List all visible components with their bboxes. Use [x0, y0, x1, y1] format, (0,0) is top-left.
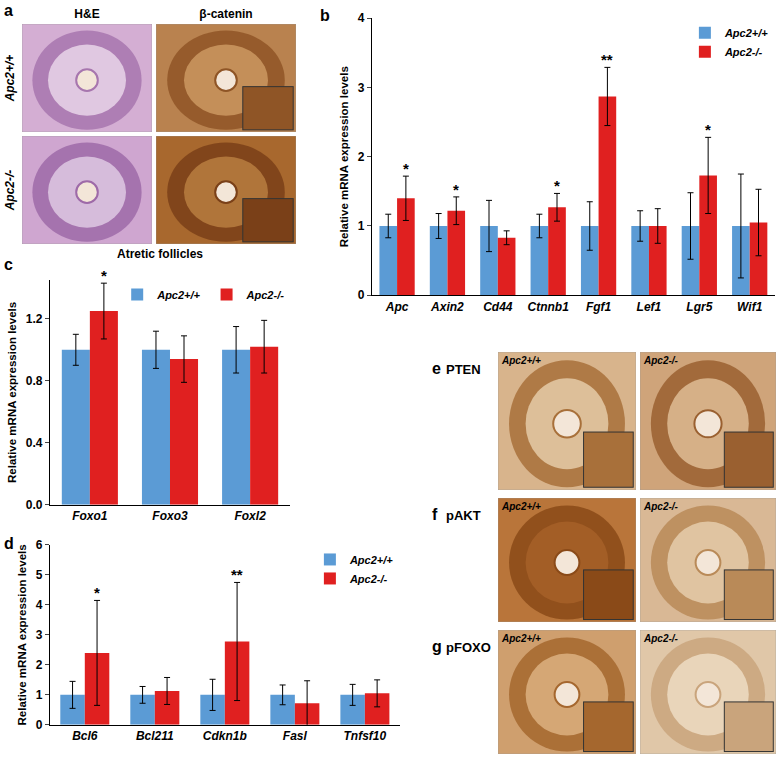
svg-text:Apc2+/+: Apc2+/+	[501, 355, 541, 366]
svg-text:Relative mRNA expression level: Relative mRNA expression levels	[16, 544, 28, 725]
svg-text:Apc2-/-: Apc2-/-	[349, 573, 388, 585]
svg-text:**: **	[601, 51, 613, 68]
svg-text:Bcl211: Bcl211	[136, 729, 174, 743]
svg-text:Atretic follicles: Atretic follicles	[117, 247, 203, 261]
svg-text:b: b	[320, 7, 330, 24]
svg-text:4: 4	[358, 11, 365, 25]
svg-text:PTEN: PTEN	[446, 362, 481, 377]
svg-text:2: 2	[358, 150, 365, 164]
svg-text:Lgr5: Lgr5	[686, 300, 712, 314]
svg-text:pFOXO: pFOXO	[446, 640, 491, 655]
svg-text:d: d	[4, 535, 14, 552]
svg-text:Apc2-/-: Apc2-/-	[724, 46, 763, 58]
svg-text:Foxo1: Foxo1	[72, 509, 108, 523]
svg-text:1.2: 1.2	[26, 312, 43, 326]
svg-text:5: 5	[36, 568, 43, 582]
svg-text:0: 0	[36, 718, 43, 732]
svg-text:2: 2	[36, 658, 43, 672]
svg-text:Ctnnb1: Ctnnb1	[528, 300, 570, 314]
svg-text:β-catenin: β-catenin	[199, 7, 252, 21]
svg-text:1: 1	[36, 688, 43, 702]
svg-text:Axin2: Axin2	[430, 300, 464, 314]
svg-text:0.8: 0.8	[26, 374, 43, 388]
svg-text:Foxo3: Foxo3	[152, 509, 188, 523]
svg-text:Apc2+/+: Apc2+/+	[501, 633, 541, 644]
svg-text:a: a	[4, 2, 13, 19]
svg-text:Lef1: Lef1	[637, 300, 662, 314]
svg-text:Apc2+/+: Apc2+/+	[156, 289, 200, 301]
svg-text:Apc2-/-: Apc2-/-	[3, 170, 17, 212]
svg-text:Fasl: Fasl	[283, 729, 308, 743]
svg-text:*: *	[94, 584, 100, 601]
svg-text:Apc2+/+: Apc2+/+	[501, 501, 541, 512]
svg-text:6: 6	[36, 538, 43, 552]
svg-text:*: *	[101, 267, 107, 284]
svg-text:Apc2-/-: Apc2-/-	[643, 355, 679, 366]
svg-text:Cdkn1b: Cdkn1b	[203, 729, 247, 743]
svg-text:Apc2+/+: Apc2+/+	[349, 554, 393, 566]
svg-text:Relative mRNA expression level: Relative mRNA expression levels	[6, 302, 18, 483]
svg-text:*: *	[453, 181, 459, 198]
svg-text:Apc2-/-: Apc2-/-	[643, 501, 679, 512]
svg-text:0.0: 0.0	[26, 498, 43, 512]
svg-text:3: 3	[36, 628, 43, 642]
svg-text:pAKT: pAKT	[446, 508, 481, 523]
svg-text:**: **	[231, 566, 243, 583]
svg-text:Bcl6: Bcl6	[72, 729, 98, 743]
svg-text:Tnfsf10: Tnfsf10	[344, 729, 387, 743]
svg-text:f: f	[432, 506, 438, 523]
svg-text:Relative mRNA expression level: Relative mRNA expression levels	[338, 66, 350, 247]
svg-text:H&E: H&E	[74, 7, 99, 21]
svg-text:4: 4	[36, 598, 43, 612]
svg-text:Foxl2: Foxl2	[234, 509, 266, 523]
svg-text:*: *	[705, 121, 711, 138]
svg-text:Cd44: Cd44	[483, 300, 513, 314]
svg-text:Apc2-/-: Apc2-/-	[643, 633, 679, 644]
svg-text:0: 0	[358, 288, 365, 302]
svg-text:g: g	[432, 638, 442, 655]
svg-text:c: c	[4, 256, 13, 273]
svg-text:Apc2+/+: Apc2+/+	[724, 27, 768, 39]
svg-text:1: 1	[358, 219, 365, 233]
svg-text:Fgf1: Fgf1	[586, 300, 612, 314]
svg-text:Apc: Apc	[385, 300, 409, 314]
svg-text:*: *	[554, 177, 560, 194]
svg-text:0.4: 0.4	[26, 436, 43, 450]
svg-text:*: *	[403, 160, 409, 177]
svg-text:Wif1: Wif1	[737, 300, 763, 314]
svg-text:Apc2+/+: Apc2+/+	[3, 55, 17, 103]
svg-text:Apc2-/-: Apc2-/-	[246, 289, 285, 301]
svg-text:e: e	[432, 360, 441, 377]
svg-text:3: 3	[358, 81, 365, 95]
